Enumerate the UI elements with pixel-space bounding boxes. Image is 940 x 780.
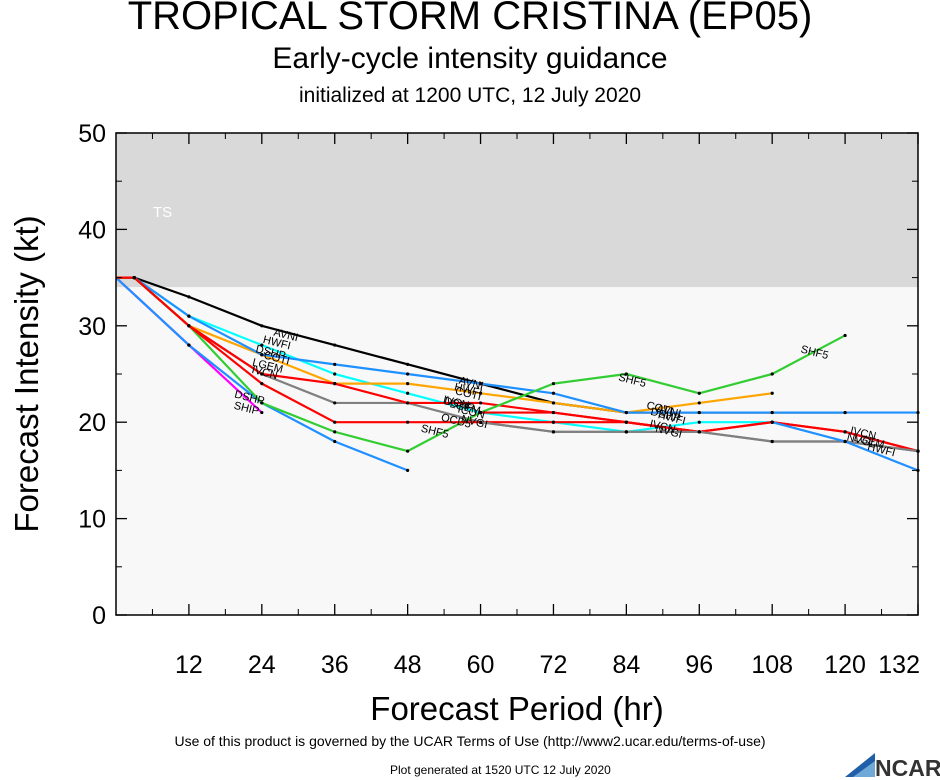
data-point-dshp-3 (624, 410, 628, 415)
data-point-avni-0 (333, 343, 337, 347)
data-point-nvgi-11 (697, 430, 701, 434)
chart-subtitle: Early-cycle intensity guidance (272, 42, 668, 75)
data-point-dshp-3 (770, 410, 774, 415)
plot-generated-text: Plot generated at 1520 UTC 12 July 2020 (390, 763, 611, 777)
chart-title: TROPICAL STORM CRISTINA (EP05) (127, 0, 813, 38)
data-point-hwfi-12 (770, 420, 774, 424)
ncar-logo-text: NCAR (875, 755, 940, 780)
data-point-dshp-3 (260, 353, 264, 357)
data-point-icon-10 (624, 420, 628, 424)
y-tick-label: 50 (78, 120, 106, 148)
x-tick-label: 24 (248, 651, 276, 679)
series-label-avni-0: AVNI (655, 403, 682, 421)
y-tick-label: 30 (78, 313, 106, 341)
x-tick-label: 132 (878, 651, 920, 679)
y-axis-label: Forecast Intensity (kt) (8, 215, 45, 532)
data-point-nvgi-11 (770, 439, 774, 444)
data-point-ocd5-9 (843, 430, 847, 434)
data-point-ocd5-9 (260, 382, 264, 386)
data-point-shf5-8 (406, 449, 410, 453)
band-label: TS (153, 204, 172, 221)
data-point-dshp-3 (551, 391, 556, 395)
data-point-coti-2 (697, 401, 701, 405)
y-tick-label: 0 (92, 602, 106, 630)
data-point-hwfi-1 (333, 372, 337, 376)
x-tick-label: 60 (467, 651, 495, 679)
x-tick-label: 36 (321, 651, 349, 679)
data-point-ocd5-9 (551, 420, 556, 424)
data-point-shf5-8 (624, 372, 628, 376)
data-point-hwfi-12 (843, 439, 847, 444)
x-tick-label: 12 (175, 651, 203, 679)
data-point-dshp-3 (187, 314, 191, 318)
data-point-shf5-8 (843, 333, 847, 338)
x-tick-label: 96 (685, 651, 713, 679)
series-label-avni-0: AVNI (272, 327, 299, 345)
data-point-ivcn-5 (333, 382, 337, 386)
data-point-nvgi-11 (478, 420, 483, 424)
data-point-dshp-3 (406, 372, 410, 376)
x-tick-label: 120 (824, 651, 866, 679)
data-point-coti-2 (551, 401, 556, 405)
data-point-shf5-8 (333, 430, 337, 434)
data-point-hwfi-1 (406, 391, 410, 395)
data-point-hwfi-1 (697, 420, 701, 424)
intensity-band-0 (116, 133, 918, 288)
data-point-shf5-8 (770, 372, 774, 376)
data-point-dshp-3 (333, 362, 337, 366)
data-point-shf5-8 (551, 382, 556, 386)
data-point-nvgi-11 (551, 430, 556, 434)
terms-of-use-text: Use of this product is governed by the U… (174, 733, 766, 749)
data-point-icon-10 (478, 410, 483, 415)
y-tick-label: 40 (78, 216, 106, 244)
y-tick-label: 20 (78, 409, 106, 437)
x-tick-label: 108 (751, 651, 793, 679)
data-point-dshp-3 (478, 382, 483, 386)
data-point-ocd5-9 (333, 420, 337, 424)
data-point-hwfi-1 (260, 343, 264, 347)
data-point-ivcn-5 (260, 372, 264, 376)
data-point-dshp-7 (333, 439, 337, 444)
data-point-avni-0 (260, 324, 264, 328)
data-point-ocd5-9 (406, 420, 410, 424)
x-tick-label: 84 (612, 651, 640, 679)
data-point-coti-2 (406, 382, 410, 386)
data-point-shf5-8 (260, 401, 264, 405)
data-point-ship-6 (260, 410, 264, 415)
data-point-icon-10 (551, 410, 556, 415)
series-label-avni-0: AVNI (458, 375, 485, 393)
data-point-shf5-8 (697, 391, 701, 395)
data-point-ivcn-5 (478, 401, 483, 405)
data-point-nvgi-11 (624, 430, 628, 434)
data-point-dshp-3 (697, 410, 701, 415)
data-point-avni-0 (406, 362, 410, 366)
data-point-ocd5-9 (132, 276, 136, 280)
data-point-lgem-4 (333, 401, 337, 405)
data-point-dshp-7 (187, 343, 191, 347)
data-point-ivcn-5 (406, 401, 410, 405)
series-line-icon-10 (480, 411, 700, 433)
x-axis-label: Forecast Period (hr) (370, 690, 663, 727)
x-tick-label: 48 (394, 651, 422, 679)
ncar-logo: NCAR (845, 753, 940, 780)
data-point-coti-2 (478, 391, 483, 395)
data-point-dshp-7 (406, 468, 410, 472)
x-tick-label: 72 (540, 651, 568, 679)
ncar-logo-accent-icon (853, 761, 875, 777)
initialization-time: initialized at 1200 UTC, 12 July 2020 (298, 84, 642, 107)
data-point-coti-2 (770, 391, 774, 395)
intensity-band-1 (116, 287, 918, 615)
data-point-avni-0 (187, 295, 191, 299)
y-tick-label: 10 (78, 506, 106, 534)
data-point-dshp-3 (843, 410, 847, 415)
data-point-ocd5-9 (187, 324, 191, 328)
